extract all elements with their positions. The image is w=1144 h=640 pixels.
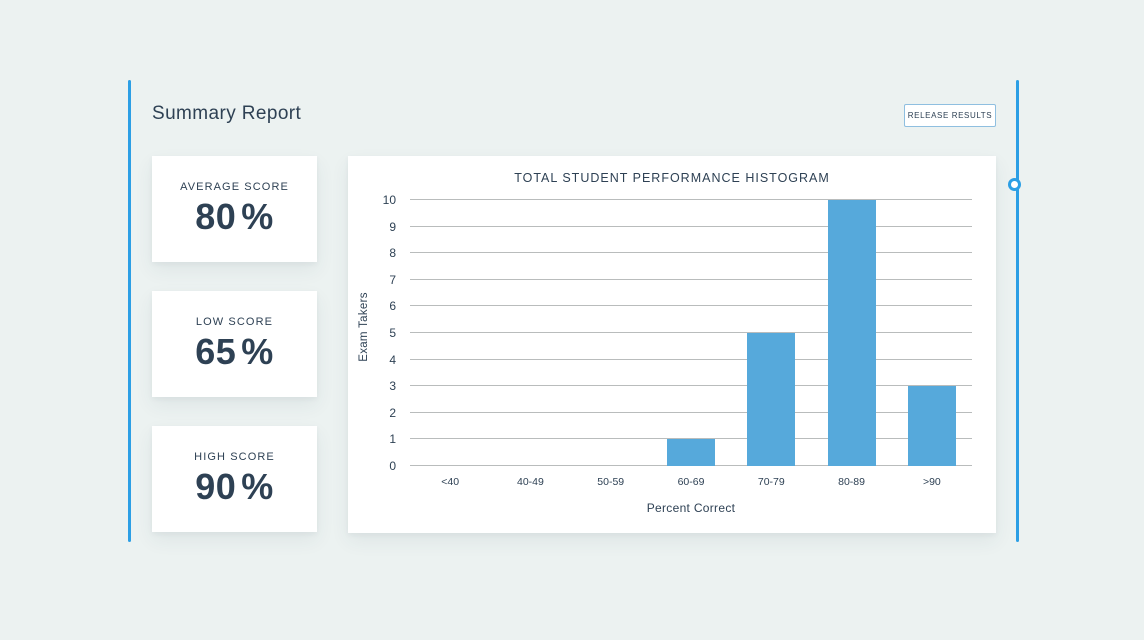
- stat-label: LOW SCORE: [195, 316, 274, 329]
- y-tick-label: 3: [389, 379, 396, 394]
- bar-80-89: [827, 200, 876, 466]
- page-title: Summary Report: [152, 103, 302, 124]
- gridline: [410, 385, 972, 387]
- x-axis-title: Percent Correct: [646, 501, 736, 515]
- x-tick-label: 60-69: [677, 476, 705, 488]
- x-tick-label: 40-49: [516, 476, 544, 488]
- y-tick-label: 6: [389, 299, 396, 314]
- stat-value: 80%: [195, 197, 274, 237]
- x-tick-label: >90: [922, 476, 941, 488]
- y-tick-label: 0: [389, 459, 396, 473]
- y-axis-ticks: 0 1 2 3 4 5 6 7 8 9 10: [348, 194, 404, 472]
- y-tick-label: 2: [389, 405, 396, 420]
- gridline: [410, 278, 972, 280]
- stat-value: 65%: [195, 332, 274, 372]
- gridline: [410, 199, 972, 200]
- gridline: [410, 438, 972, 440]
- stat-value: 90%: [195, 467, 274, 507]
- stat-unit: %: [241, 196, 274, 238]
- chart-title: TOTAL STUDENT PERFORMANCE HISTOGRAM: [514, 171, 830, 185]
- bar->90: [907, 386, 956, 466]
- y-tick-label: 9: [389, 219, 396, 234]
- histogram-chart-panel: TOTAL STUDENT PERFORMANCE HISTOGRAM Exam…: [348, 156, 996, 533]
- y-tick-label: 4: [389, 352, 396, 367]
- y-tick-label: 5: [389, 326, 396, 340]
- stat-card-average-score: AVERAGE SCORE 80%: [152, 156, 317, 262]
- stat-number: 65: [195, 331, 237, 373]
- stat-unit: %: [241, 466, 274, 508]
- x-tick-label: 70-79: [757, 476, 785, 488]
- gridline: [410, 252, 972, 254]
- gridline: [410, 332, 972, 333]
- gridline: [410, 225, 972, 227]
- timeline-slider-handle[interactable]: [1008, 178, 1021, 191]
- bar-70-79: [747, 333, 796, 466]
- right-accent-line: [1016, 80, 1019, 542]
- x-tick-label: 80-89: [838, 476, 865, 488]
- stat-number: 80: [195, 196, 237, 238]
- stat-label: HIGH SCORE: [194, 451, 275, 464]
- bar-60-69: [667, 439, 715, 466]
- plot-area: [410, 199, 972, 466]
- left-accent-line: [128, 80, 131, 542]
- gridline: [410, 305, 972, 307]
- release-results-button[interactable]: RELEASE RESULTS: [904, 104, 996, 127]
- y-tick-label: 7: [389, 272, 396, 287]
- gridline: [410, 358, 972, 360]
- stat-label: AVERAGE SCORE: [180, 181, 289, 194]
- stat-card-high-score: HIGH SCORE 90%: [152, 426, 317, 532]
- x-axis-labels: <40 40-49 50-59 60-69 70-79 80-89 >90: [410, 476, 972, 490]
- gridline: [410, 411, 972, 413]
- x-tick-label: <40: [441, 476, 460, 488]
- x-tick-label: 50-59: [597, 476, 625, 488]
- y-tick-label: 10: [382, 193, 396, 207]
- stat-card-low-score: LOW SCORE 65%: [152, 291, 317, 397]
- y-tick-label: 8: [389, 246, 396, 261]
- y-tick-label: 1: [389, 432, 396, 447]
- stat-number: 90: [195, 466, 237, 508]
- stat-unit: %: [241, 331, 274, 373]
